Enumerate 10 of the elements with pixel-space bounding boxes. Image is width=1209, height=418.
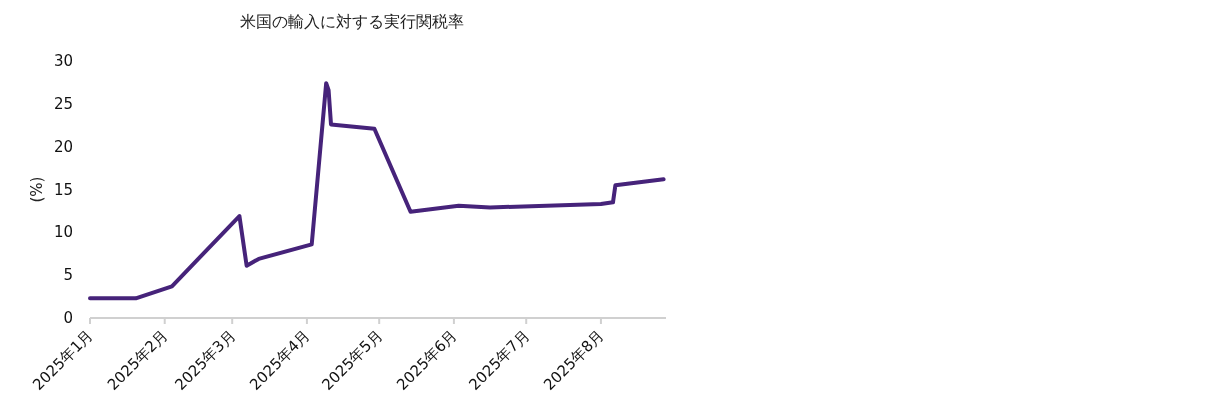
y-tick-label: 25 [53, 94, 73, 113]
line-series [88, 81, 666, 301]
y-tick-label: 5 [63, 266, 73, 285]
y-tick-label: 15 [53, 180, 73, 199]
chart-title: 米国の輸入に対する実行関税率 [240, 12, 464, 31]
y-axis-title: (%) [28, 176, 46, 203]
y-tick-label: 10 [53, 223, 73, 242]
y-tick-label: 30 [53, 52, 73, 70]
y-tick-label: 0 [63, 309, 73, 327]
y-tick-label: 20 [53, 137, 73, 156]
